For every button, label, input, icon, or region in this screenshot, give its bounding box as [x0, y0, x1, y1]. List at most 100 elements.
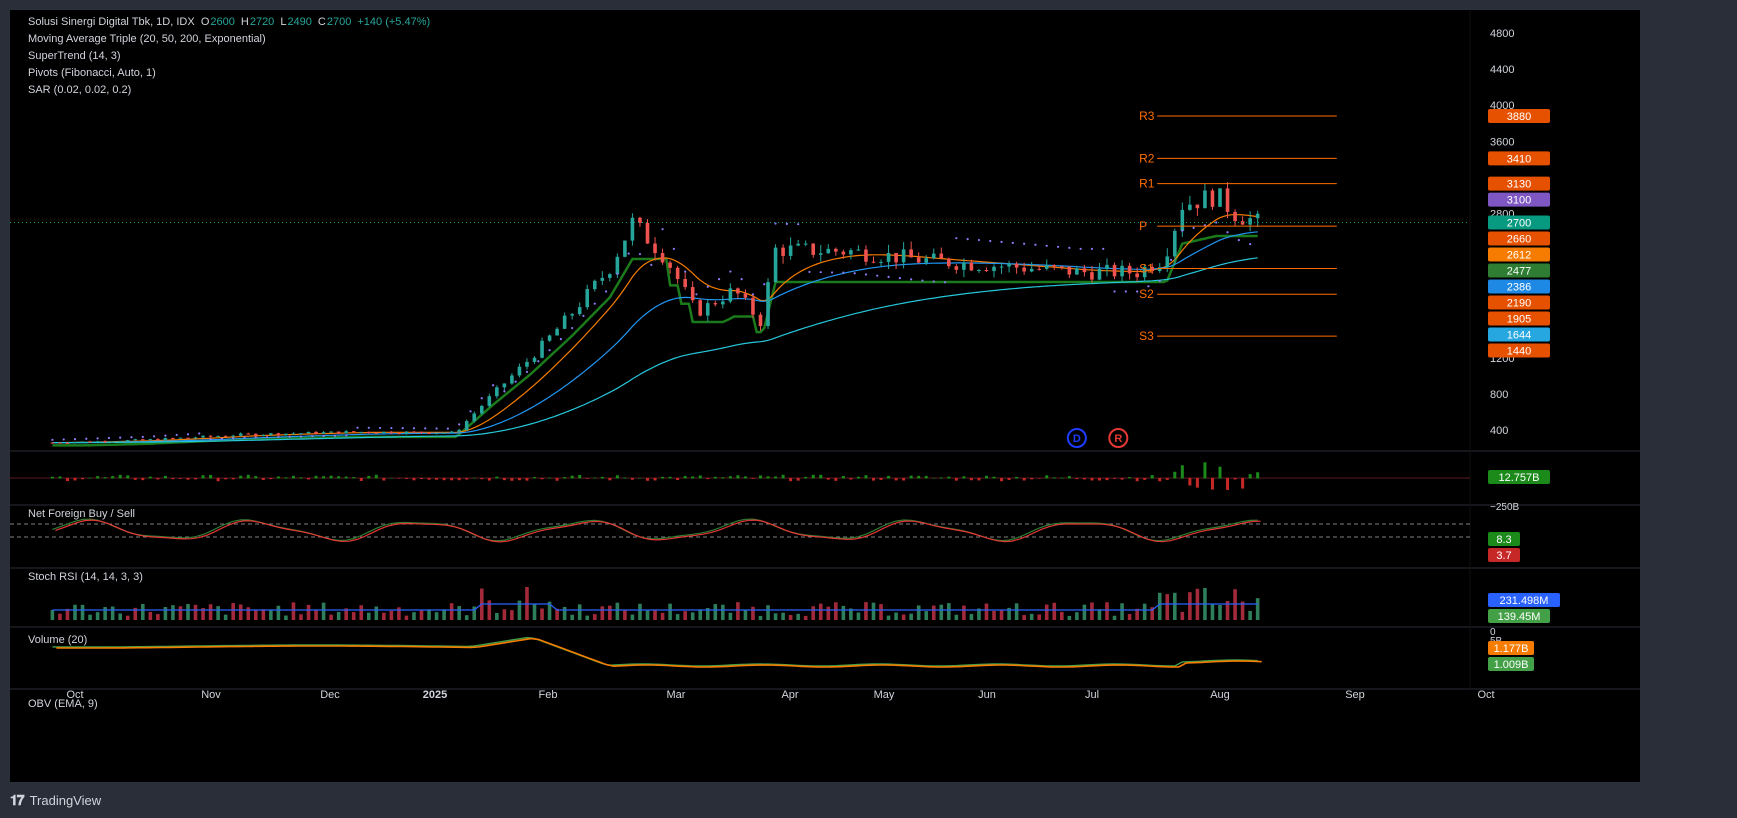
pivot-label-p: P: [1139, 219, 1147, 233]
volume-bar: [879, 604, 883, 620]
volume-bar: [457, 606, 461, 620]
foreign-bar: [382, 478, 386, 481]
close-value: 2700: [326, 16, 352, 28]
indicator-label-sar[interactable]: SAR (0.02, 0.02, 0.2): [28, 84, 132, 96]
volume-bar: [562, 606, 567, 620]
candle-body: [284, 433, 288, 435]
foreign-bar: [736, 475, 740, 479]
volume-bar: [834, 602, 838, 620]
volume-bar: [721, 604, 725, 620]
foreign-bar: [1203, 462, 1207, 479]
volume-bar: [668, 603, 672, 620]
volume-bar: [502, 609, 507, 620]
foreign-bar: [156, 478, 160, 480]
chart-frame[interactable]: 4800 4400 4000 3600 2800 1200 800 400 R3 R2 R1 P S1 S…: [10, 10, 1640, 782]
foreign-bar: [337, 476, 341, 479]
foreign-bar: [397, 478, 401, 479]
pane-title-obv[interactable]: OBV (EMA, 9): [28, 698, 98, 710]
volume-bar: [269, 609, 273, 620]
volume-bar: [683, 611, 687, 620]
foreign-bar: [201, 475, 205, 479]
event-marker-d: [1066, 428, 1087, 448]
time-axis-tick: Jun: [978, 689, 996, 701]
volume-bar: [472, 606, 477, 620]
foreign-bar: [796, 478, 800, 481]
foreign-bar: [194, 478, 198, 480]
indicator-label-supertrend[interactable]: SuperTrend (14, 3): [28, 50, 121, 62]
candle-body: [796, 243, 800, 246]
volume-bar: [1248, 610, 1252, 620]
candle-body: [186, 437, 190, 439]
stoch-d-value: 3.7: [1496, 550, 1511, 562]
volume-bar: [962, 605, 966, 620]
sar-dot: [537, 360, 540, 363]
symbol-title: Solusi Sinergi Digital Tbk, 1D, IDX: [28, 16, 195, 28]
volume-bar: [58, 613, 62, 620]
pane-title-foreign[interactable]: Net Foreign Buy / Sell: [28, 508, 135, 520]
candle-body: [171, 438, 175, 440]
volume-bar: [314, 609, 318, 620]
event-marker-label: R: [1114, 433, 1122, 445]
stoch-d-line: [55, 519, 1261, 543]
volume-bar: [630, 614, 635, 620]
sar-dot: [51, 438, 54, 441]
candle-body: [803, 243, 808, 245]
sar-dot: [73, 437, 77, 441]
foreign-bar: [171, 478, 175, 480]
candle-body: [1135, 273, 1139, 278]
sar-dot: [1068, 246, 1071, 249]
candle-body: [223, 436, 228, 438]
indicator-label-ma[interactable]: Moving Average Triple (20, 50, 200, Expo…: [28, 33, 266, 45]
foreign-bar: [404, 478, 408, 479]
volume-bar: [1165, 594, 1170, 620]
sar-dot: [367, 426, 370, 429]
candle-body: [977, 270, 981, 272]
foreign-bar: [487, 478, 491, 481]
candle-body: [193, 437, 198, 439]
chart-canvas[interactable]: 480044004000360028001200800400R3R2R1PS1S…: [10, 10, 1640, 782]
sar-dot: [243, 436, 246, 439]
time-axis-tick: Oct: [1477, 689, 1494, 701]
volume-bar: [931, 605, 936, 620]
foreign-bar: [608, 478, 612, 481]
foreign-bar: [1165, 478, 1169, 480]
price-badge-value: 1440: [1507, 345, 1531, 357]
volume-bar: [510, 610, 514, 620]
sar-dot: [1169, 258, 1173, 261]
footer-brand[interactable]: 𝟏𝟕 TradingView: [10, 792, 101, 809]
volume-ma-value: 231.498M: [1500, 595, 1549, 607]
price-badge: [1488, 279, 1550, 294]
candle-body: [713, 303, 718, 305]
candle-body: [1225, 188, 1230, 212]
sar-dot: [1215, 221, 1218, 224]
volume-bar: [653, 609, 657, 620]
candle-body: [269, 433, 273, 435]
price-badge: [1488, 192, 1550, 207]
ema200-line: [52, 257, 1258, 444]
volume-bar: [419, 609, 424, 620]
volume-bar: [1135, 608, 1139, 620]
foreign-bar: [525, 478, 529, 481]
volume-bar: [1037, 614, 1042, 620]
indicator-label-pivots[interactable]: Pivots (Fibonacci, Auto, 1): [28, 67, 156, 79]
volume-bar: [1075, 612, 1079, 620]
volume-bar: [540, 608, 544, 620]
foreign-bar: [947, 476, 951, 479]
candle-body: [140, 439, 145, 441]
open-value: 2600: [210, 16, 235, 28]
foreign-bar: [1218, 466, 1222, 479]
candle-body: [65, 442, 70, 444]
volume-bar: [615, 602, 620, 620]
foreign-bar: [1173, 471, 1177, 479]
candle-body: [306, 431, 311, 434]
pane-title-stoch[interactable]: Stoch RSI (14, 14, 3, 3): [28, 571, 143, 583]
volume-bar: [442, 609, 446, 620]
pane-title-volume[interactable]: Volume (20): [28, 634, 88, 646]
volume-bar: [464, 615, 469, 620]
foreign-bar: [261, 478, 265, 480]
sar-dot: [774, 222, 777, 225]
candle-body: [464, 421, 469, 430]
volume-bar: [818, 603, 823, 620]
candle-body: [261, 434, 266, 436]
sar-dot: [491, 384, 495, 387]
